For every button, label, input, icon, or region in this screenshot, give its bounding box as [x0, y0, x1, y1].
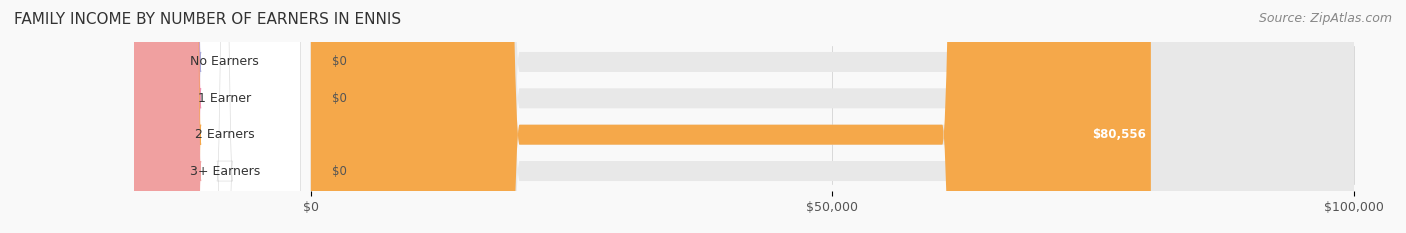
- Text: $80,556: $80,556: [1092, 128, 1146, 141]
- FancyBboxPatch shape: [149, 0, 301, 233]
- FancyBboxPatch shape: [311, 0, 1354, 233]
- Text: FAMILY INCOME BY NUMBER OF EARNERS IN ENNIS: FAMILY INCOME BY NUMBER OF EARNERS IN EN…: [14, 12, 401, 27]
- Text: No Earners: No Earners: [190, 55, 259, 69]
- Text: 2 Earners: 2 Earners: [195, 128, 254, 141]
- Text: 1 Earner: 1 Earner: [198, 92, 252, 105]
- Text: $0: $0: [332, 164, 346, 178]
- FancyBboxPatch shape: [128, 0, 201, 233]
- FancyBboxPatch shape: [128, 0, 201, 233]
- Text: $0: $0: [332, 55, 346, 69]
- FancyBboxPatch shape: [149, 0, 301, 233]
- FancyBboxPatch shape: [149, 0, 301, 233]
- Text: $0: $0: [332, 92, 346, 105]
- FancyBboxPatch shape: [311, 0, 1354, 233]
- Text: Source: ZipAtlas.com: Source: ZipAtlas.com: [1258, 12, 1392, 25]
- FancyBboxPatch shape: [311, 0, 1354, 233]
- FancyBboxPatch shape: [128, 0, 201, 233]
- FancyBboxPatch shape: [311, 0, 1354, 233]
- FancyBboxPatch shape: [311, 0, 1152, 233]
- Text: 3+ Earners: 3+ Earners: [190, 164, 260, 178]
- FancyBboxPatch shape: [128, 0, 201, 233]
- FancyBboxPatch shape: [149, 0, 301, 233]
